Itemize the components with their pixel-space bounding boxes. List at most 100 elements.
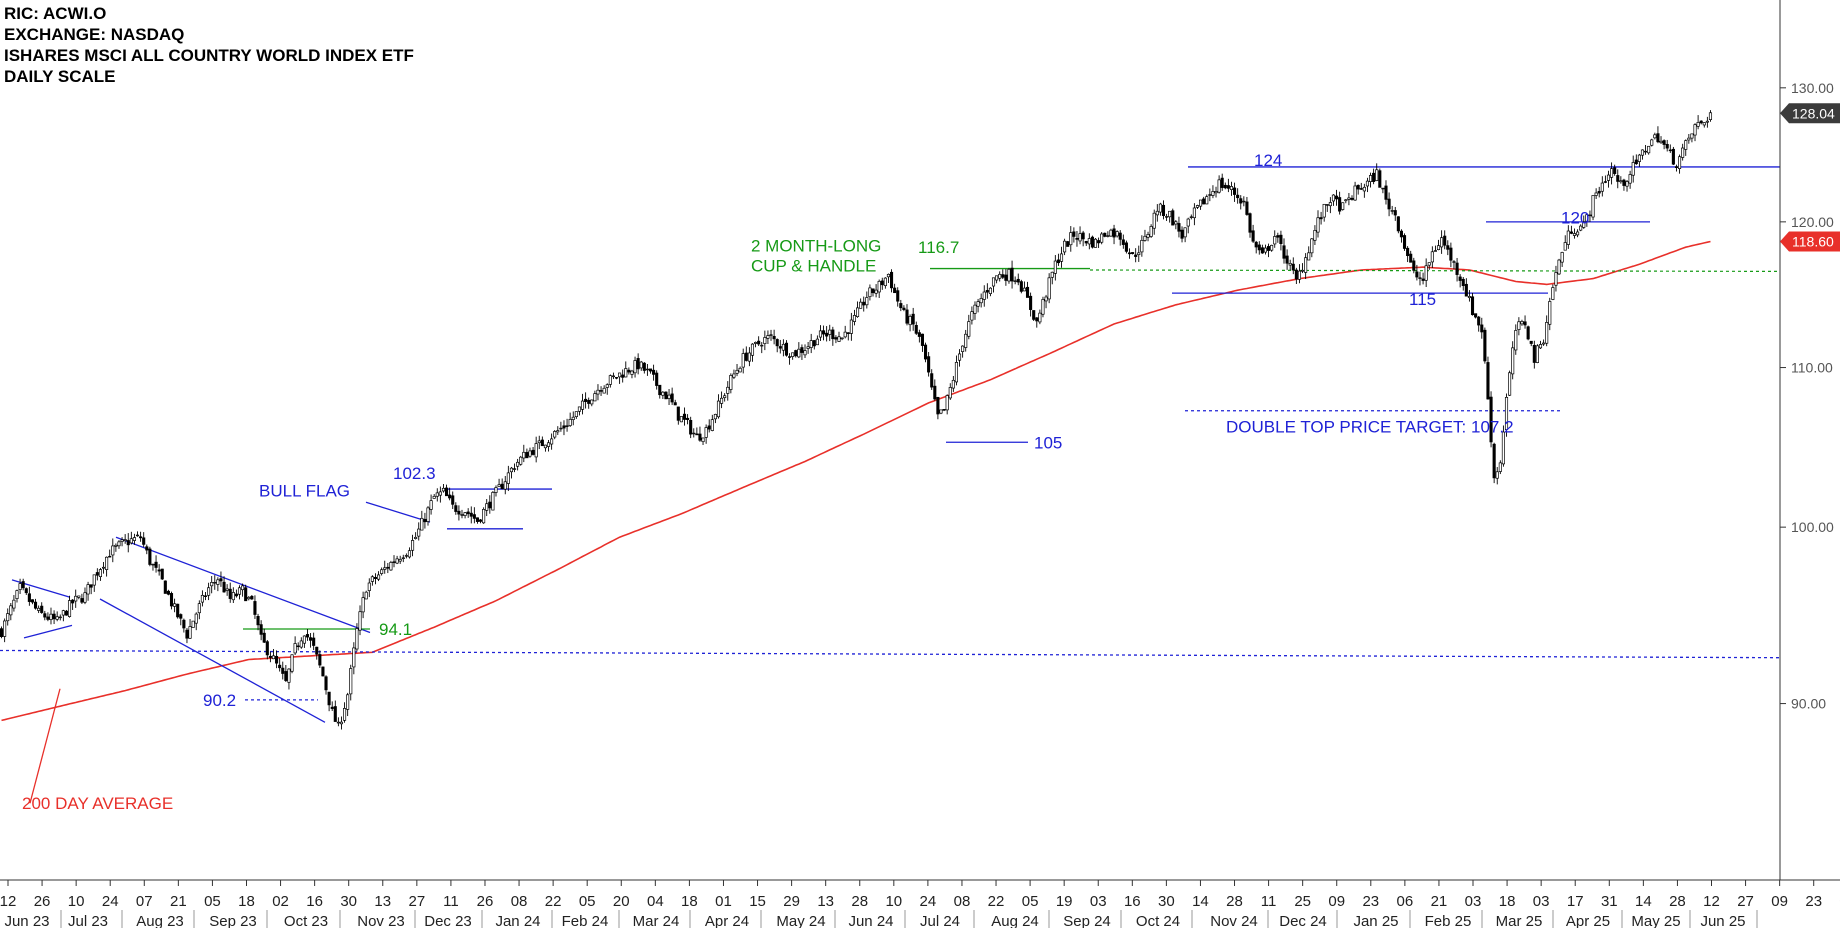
candle-body <box>1288 263 1292 266</box>
candle <box>1297 264 1302 284</box>
candle-body <box>991 277 996 287</box>
candle <box>979 293 983 308</box>
candle-body <box>395 558 399 564</box>
candle-body <box>565 425 569 427</box>
candle <box>1640 149 1645 160</box>
candle-body <box>1421 278 1425 281</box>
candle <box>1579 224 1583 232</box>
candle-body <box>933 385 937 400</box>
annotation-label: 94.1 <box>379 620 412 639</box>
x-day-label: 02 <box>272 893 289 910</box>
candle-body <box>268 655 272 658</box>
candle <box>469 506 473 524</box>
candle <box>1647 145 1651 155</box>
candle <box>815 335 819 346</box>
candle <box>1019 279 1023 294</box>
candle-body <box>1693 124 1697 136</box>
candle <box>1446 240 1450 256</box>
candle <box>856 301 860 318</box>
candle <box>482 507 486 524</box>
candle-body <box>429 500 433 510</box>
candle <box>1440 230 1444 254</box>
candle-body <box>1613 167 1617 174</box>
candle <box>985 283 989 299</box>
candle <box>1619 176 1623 184</box>
candle <box>74 589 78 608</box>
candle-body <box>1069 232 1073 246</box>
candle-body <box>1538 344 1543 349</box>
candle-body <box>726 386 730 394</box>
candle-body <box>856 307 860 318</box>
candle-body <box>1368 175 1373 182</box>
candle-body <box>1486 362 1490 400</box>
candle-body <box>1078 233 1082 242</box>
candle-body <box>1511 347 1515 375</box>
candle-body <box>1199 199 1203 207</box>
candle-body <box>1192 207 1196 219</box>
candle <box>982 285 986 307</box>
candle <box>682 407 687 426</box>
candle-body <box>1523 321 1527 326</box>
candle-body <box>1239 198 1243 204</box>
x-day-label: 10 <box>885 893 902 910</box>
candle <box>1189 214 1193 220</box>
x-day-label: 05 <box>1022 893 1039 910</box>
candle-body <box>599 390 603 392</box>
candle-body <box>927 356 931 373</box>
candle-body <box>1662 140 1666 145</box>
moving-average-line <box>1 240 1711 722</box>
candle-body <box>1449 247 1453 261</box>
x-day-label: 21 <box>1431 893 1448 910</box>
x-day-label: 03 <box>1533 893 1550 910</box>
candle-body <box>886 273 891 278</box>
candle-body <box>720 397 724 404</box>
candle <box>1489 391 1493 448</box>
candle <box>1412 257 1416 274</box>
candle <box>642 362 646 374</box>
candle-body <box>976 301 980 307</box>
candle-body <box>49 613 53 620</box>
candle-body <box>584 398 588 402</box>
candle <box>794 349 798 358</box>
candle <box>917 329 921 343</box>
candle <box>769 329 773 341</box>
candle <box>1702 122 1706 128</box>
candle-body <box>1236 194 1240 199</box>
candle <box>689 416 693 439</box>
candle-body <box>166 590 170 595</box>
candle-body <box>704 427 708 438</box>
candle-body <box>1501 431 1505 465</box>
candle-body <box>1498 462 1502 472</box>
candle <box>271 649 276 660</box>
candle <box>1155 204 1159 222</box>
candle <box>358 605 362 636</box>
candle <box>630 369 634 379</box>
candle <box>1276 232 1280 243</box>
candle-body <box>630 370 634 375</box>
candle <box>865 291 869 309</box>
candle-body <box>840 337 844 340</box>
candle-body <box>763 337 767 344</box>
candle <box>818 325 823 341</box>
candle <box>1390 205 1394 215</box>
candle <box>1251 224 1255 243</box>
x-day-label: 26 <box>477 893 494 910</box>
candle <box>614 377 619 380</box>
candle <box>1106 231 1110 238</box>
candle-body <box>460 514 464 516</box>
x-month-label: Sep 23 <box>209 913 257 928</box>
candle <box>407 547 412 559</box>
candle-body <box>775 339 779 347</box>
candle-body <box>364 591 368 600</box>
candle-body <box>1093 238 1098 248</box>
candle <box>281 661 285 680</box>
candle-body <box>1483 329 1487 362</box>
candle <box>998 271 1002 282</box>
candle <box>822 325 826 341</box>
candle <box>1285 249 1289 270</box>
candle-body <box>954 362 958 383</box>
candle <box>148 546 152 567</box>
candle-body <box>822 330 826 335</box>
candle-body <box>648 368 653 372</box>
bull-flag-pointer <box>365 501 431 523</box>
